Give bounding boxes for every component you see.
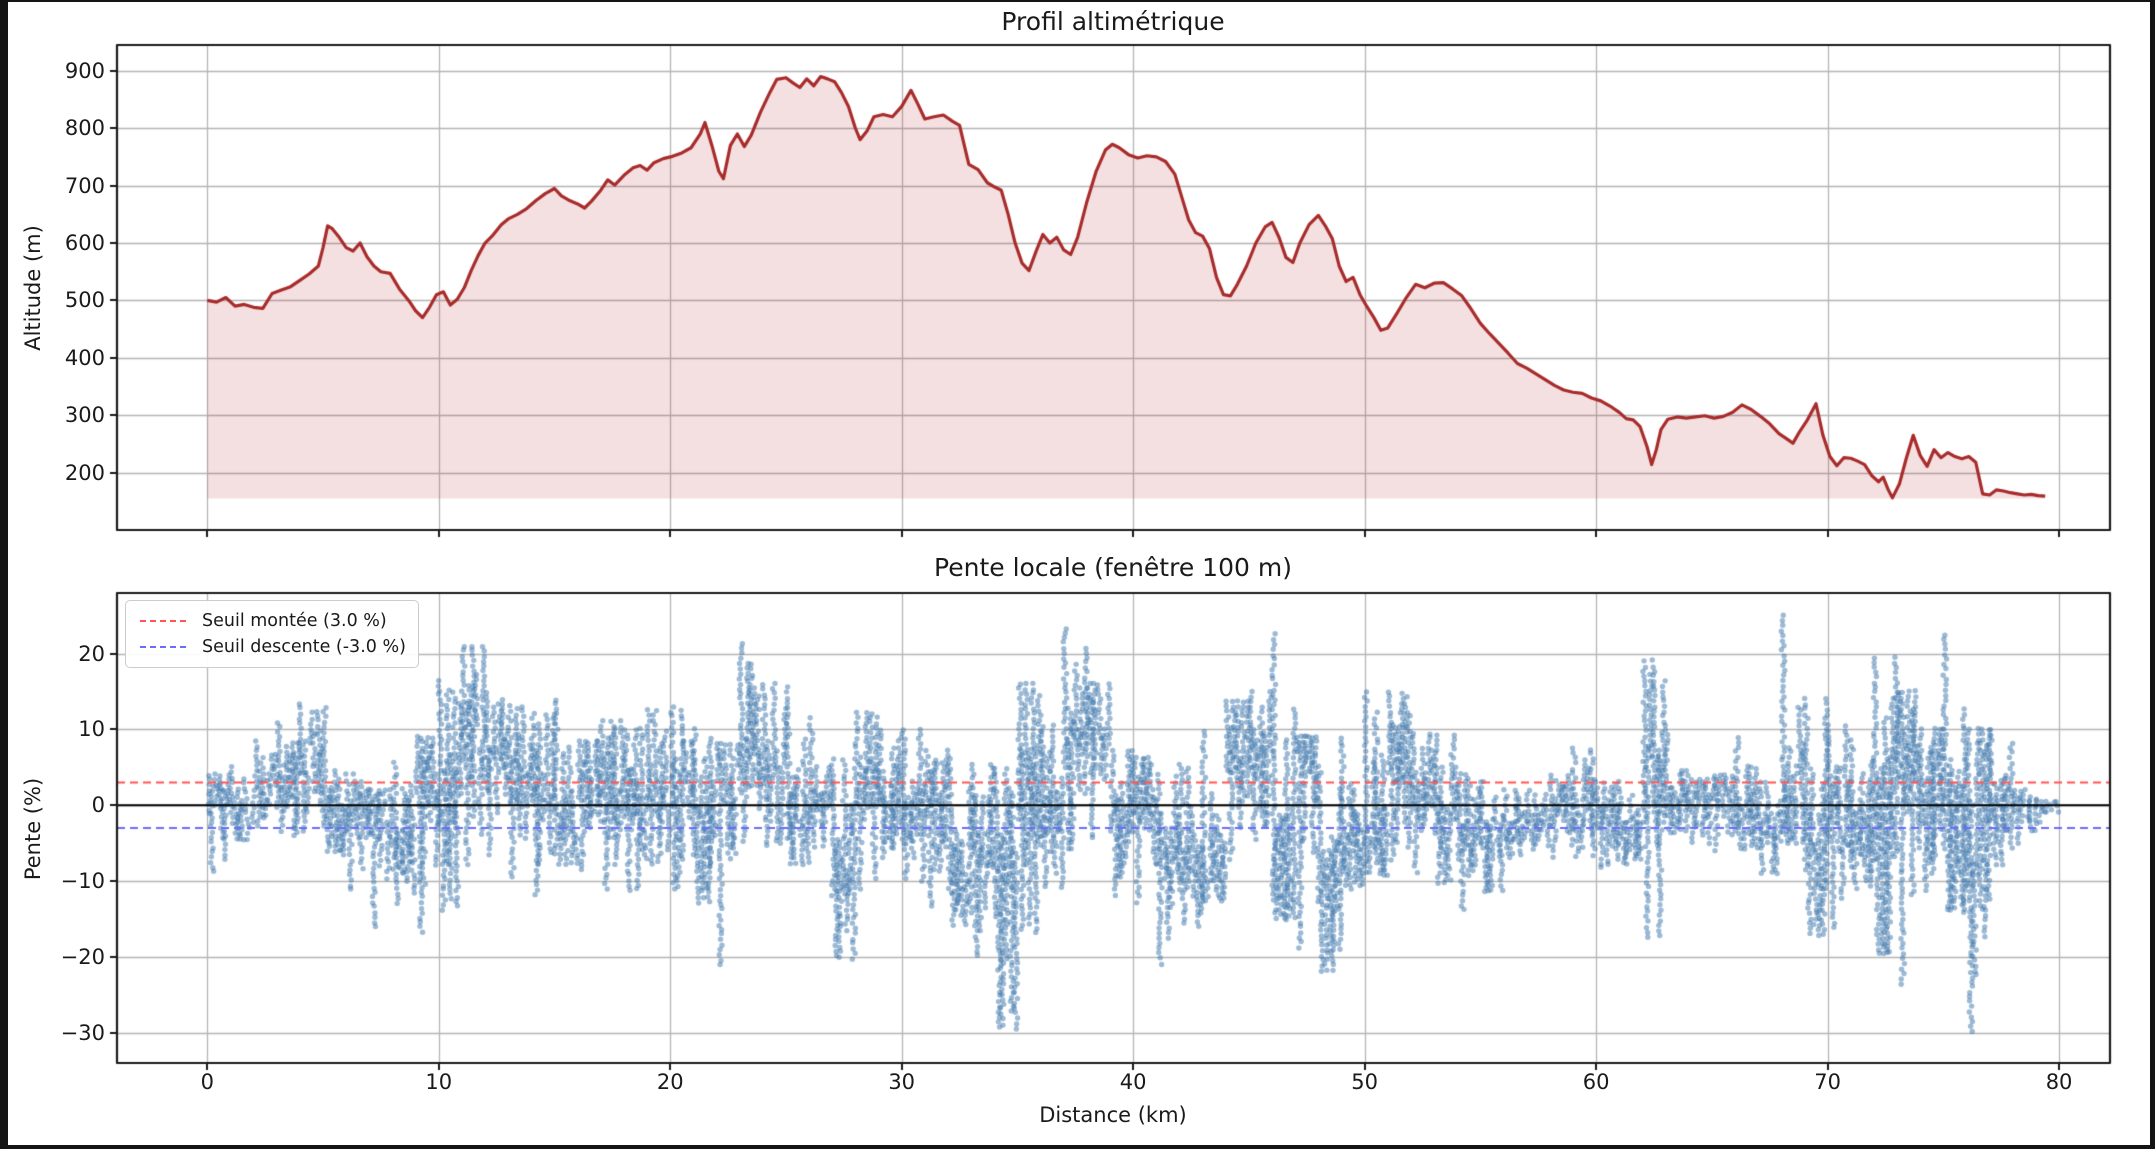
- altitude-ytick-700: 700: [64, 173, 105, 198]
- xtick-40: 40: [1119, 1070, 1147, 1094]
- altitude-ytick-200: 200: [64, 460, 105, 485]
- slope-ytick-20: 20: [78, 641, 105, 666]
- altitude-ytick-600: 600: [64, 231, 105, 256]
- xtick-50: 50: [1351, 1070, 1378, 1094]
- legend-item-seuil-montee: Seuil montée (3.0 %): [126, 608, 418, 634]
- altitude-ytick-500: 500: [64, 288, 105, 313]
- legend-label: Seuil montée (3.0 %): [202, 611, 387, 631]
- altitude-ytick-400: 400: [64, 345, 105, 370]
- xtick-0: 0: [200, 1070, 214, 1094]
- altitude-ytick-800: 800: [64, 116, 105, 141]
- x-axis-label: Distance (km): [1039, 1103, 1187, 1127]
- xtick-30: 30: [888, 1070, 916, 1094]
- xtick-10: 10: [425, 1070, 453, 1094]
- slope-chart-title: Pente locale (fenêtre 100 m): [934, 553, 1292, 582]
- slope-ytick--30: −30: [60, 1020, 105, 1045]
- legend-label: Seuil descente (-3.0 %): [202, 637, 406, 657]
- legend: Seuil montée (3.0 %) Seuil descente (-3.…: [125, 600, 419, 668]
- xtick-80: 80: [2045, 1070, 2073, 1094]
- xtick-70: 70: [1814, 1070, 1841, 1094]
- altitude-ytick-900: 900: [64, 58, 105, 83]
- altitude-chart-title: Profil altimétrique: [1001, 7, 1225, 36]
- xtick-60: 60: [1582, 1070, 1610, 1094]
- blue-dashed-line-swatch: [140, 646, 186, 648]
- red-dashed-line-swatch: [140, 620, 186, 622]
- slope-ytick-0: 0: [91, 793, 105, 818]
- slope-ytick--20: −20: [60, 944, 105, 969]
- altitude-ytick-300: 300: [64, 403, 105, 428]
- slope-ytick-10: 10: [78, 717, 105, 742]
- slope-ytick--10: −10: [60, 869, 105, 894]
- xtick-20: 20: [656, 1070, 684, 1094]
- legend-item-seuil-descente: Seuil descente (-3.0 %): [126, 634, 418, 660]
